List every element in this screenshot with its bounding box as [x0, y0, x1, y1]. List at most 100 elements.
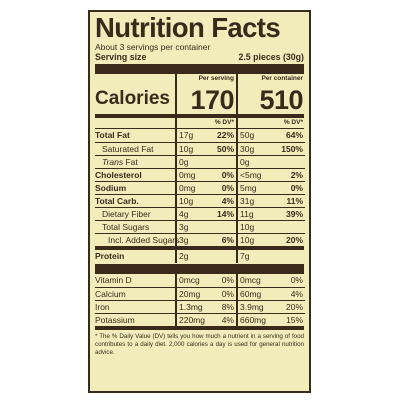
dv-container: 150% [281, 144, 303, 154]
nutrient-name-rest: Fat [123, 157, 138, 167]
column-divider [175, 274, 177, 287]
dv-container: 4% [290, 289, 303, 299]
column-divider [175, 155, 177, 168]
column-divider [236, 142, 238, 155]
dv-container: 64% [285, 130, 303, 140]
thick-divider [95, 64, 304, 74]
per-serving-label: Per serving [198, 75, 234, 82]
column-divider [236, 233, 238, 246]
container-cell: 11g 39% [238, 207, 305, 220]
column-divider [236, 194, 238, 207]
container-cell: 0mcg 0% [238, 274, 305, 287]
column-divider [236, 155, 238, 168]
amount-container: 50g [240, 130, 255, 140]
amount-serving: 220mg [179, 315, 205, 325]
dv-serving: 0% [221, 183, 234, 193]
serving-cell: 1.3mg 8% [177, 300, 236, 313]
dv-serving: 50% [216, 144, 234, 154]
serving-cell: 0mcg 0% [177, 274, 236, 287]
amount-serving: 0mg [179, 170, 196, 180]
amount-container: 31g [240, 196, 255, 206]
serving-size-value: 2.5 pieces (30g) [238, 52, 304, 62]
column-divider [175, 118, 177, 128]
column-divider [175, 250, 177, 263]
column-divider [175, 207, 177, 220]
amount-container: 10g [240, 235, 255, 245]
serving-cell: 0mg 0% [177, 181, 236, 194]
dv-header-serving: % DV* [214, 119, 234, 126]
dv-serving: 14% [216, 209, 234, 219]
dv-serving: 6% [221, 235, 234, 245]
serving-cell: 17g 22% [177, 129, 236, 142]
amount-serving: 0mg [179, 183, 196, 193]
amount-serving: 20mg [179, 289, 201, 299]
container-cell: 5mg 0% [238, 181, 305, 194]
dv-container: 2% [290, 170, 303, 180]
dv-serving: 22% [216, 130, 234, 140]
column-divider [236, 129, 238, 142]
amount-serving: 1.3mg [179, 302, 203, 312]
serving-cell: 10g 4% [177, 194, 236, 207]
dv-container: 0% [290, 183, 303, 193]
column-divider [175, 300, 177, 313]
amount-container: 7g [240, 251, 250, 261]
column-divider [236, 207, 238, 220]
dv-container: 0% [290, 275, 303, 285]
dv-container: 20% [285, 302, 303, 312]
column-divider [236, 168, 238, 181]
calories-container-value: 510 [259, 85, 303, 115]
nutrient-name: Total Carb. [95, 194, 175, 207]
column-divider [175, 220, 177, 233]
nutrition-facts-panel: Nutrition Facts About 3 servings per con… [88, 10, 311, 393]
column-divider [175, 74, 177, 114]
container-cell: 31g 11% [238, 194, 305, 207]
column-divider [236, 250, 238, 263]
container-cell: 0g [238, 155, 305, 168]
nutrient-name: Protein [95, 251, 125, 261]
dv-serving: 4% [221, 196, 234, 206]
column-divider [236, 300, 238, 313]
column-divider [175, 194, 177, 207]
amount-serving: 3g [179, 222, 189, 232]
nutrient-name: Dietary Fiber [95, 207, 175, 220]
amount-container: <5mg [240, 170, 262, 180]
serving-cell: 0g [177, 155, 236, 168]
serving-size-label: Serving size [95, 52, 147, 62]
nutrient-name: Total Sugars [95, 220, 175, 233]
container-cell: 10g [238, 220, 305, 233]
serving-cell: 20mg 0% [177, 287, 236, 300]
medium-divider [95, 246, 304, 250]
nutrient-name: Saturated Fat [95, 142, 175, 155]
panel-title: Nutrition Facts [95, 12, 281, 43]
servings-per-container: About 3 servings per container [95, 42, 211, 52]
serving-cell: 3g 6% [177, 233, 236, 246]
medium-divider [95, 326, 304, 330]
column-divider [236, 118, 238, 128]
dv-container: 20% [285, 235, 303, 245]
dv-container: 39% [285, 209, 303, 219]
container-cell: 660mg 15% [238, 313, 305, 326]
calories-container-cell: Per container 510 [238, 74, 305, 114]
amount-container: 30g [240, 144, 255, 154]
container-cell: <5mg 2% [238, 168, 305, 181]
amount-container: 5mg [240, 183, 257, 193]
column-divider [236, 313, 238, 326]
medium-divider [95, 114, 304, 118]
dv-container: 11% [286, 196, 303, 206]
amount-container: 660mg [240, 315, 266, 325]
nutrient-name: Cholesterol [95, 168, 175, 181]
dv-header-container: % DV* [283, 119, 303, 126]
nutrient-name: Potassium [95, 313, 175, 326]
protein-serving-cell: 2g [177, 250, 236, 263]
amount-serving: 2g [179, 251, 189, 261]
nutrient-name: Calcium [95, 287, 175, 300]
amount-serving: 17g [179, 130, 194, 140]
column-divider [236, 74, 238, 114]
amount-container: 10g [240, 222, 255, 232]
amount-container: 3.9mg [240, 302, 264, 312]
column-divider [175, 233, 177, 246]
column-divider [175, 181, 177, 194]
calories-serving-cell: Per serving 170 [177, 74, 236, 114]
nutrient-name: Trans Fat [95, 155, 175, 168]
thick-divider [95, 264, 304, 274]
